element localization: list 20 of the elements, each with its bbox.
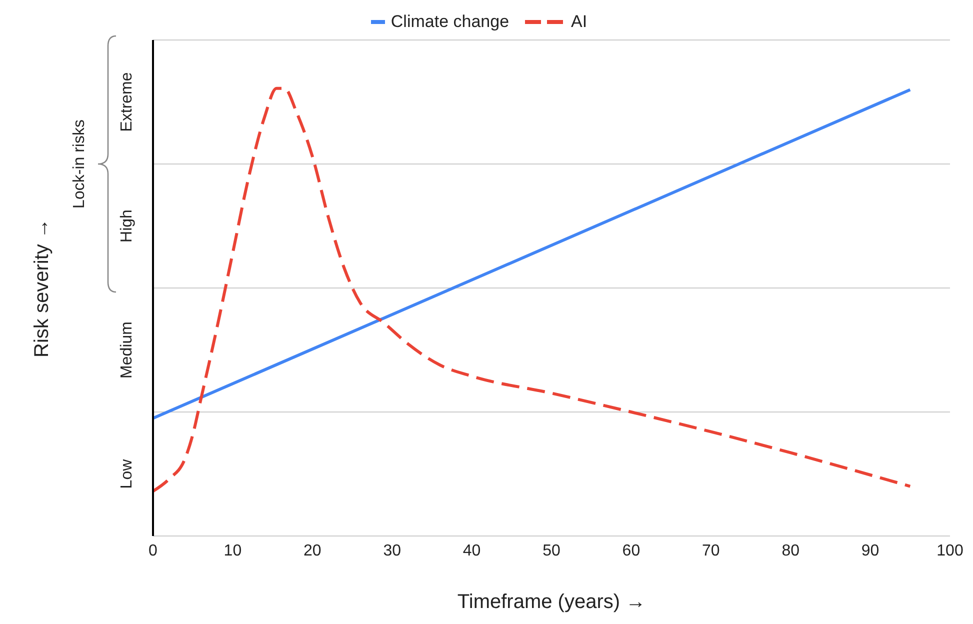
text: Medium xyxy=(118,322,136,378)
x-axis-title: Timeframe (years) → xyxy=(457,591,646,613)
x-tick-label: 100 xyxy=(936,542,964,560)
x-tick-label: 30 xyxy=(383,542,402,560)
text: Lock-in risks xyxy=(71,120,88,208)
x-tick-label: 60 xyxy=(622,542,640,560)
x-tick-label: 70 xyxy=(702,542,720,560)
x-tick-label: 0 xyxy=(148,542,158,560)
x-tick-label: 50 xyxy=(542,542,560,560)
text: Extreme xyxy=(118,72,136,132)
x-tick-label: 80 xyxy=(782,542,800,560)
x-tick-label: 10 xyxy=(224,542,242,560)
x-tick-label: 90 xyxy=(861,542,880,560)
text: Low xyxy=(118,458,136,489)
text: High xyxy=(118,210,136,242)
legend-label: AI xyxy=(571,12,588,32)
x-tick-label: 40 xyxy=(462,542,481,560)
legend-label: Climate change xyxy=(390,12,510,32)
x-tick-label: 20 xyxy=(304,542,322,560)
y-axis-title: Risk severity → xyxy=(31,218,53,358)
